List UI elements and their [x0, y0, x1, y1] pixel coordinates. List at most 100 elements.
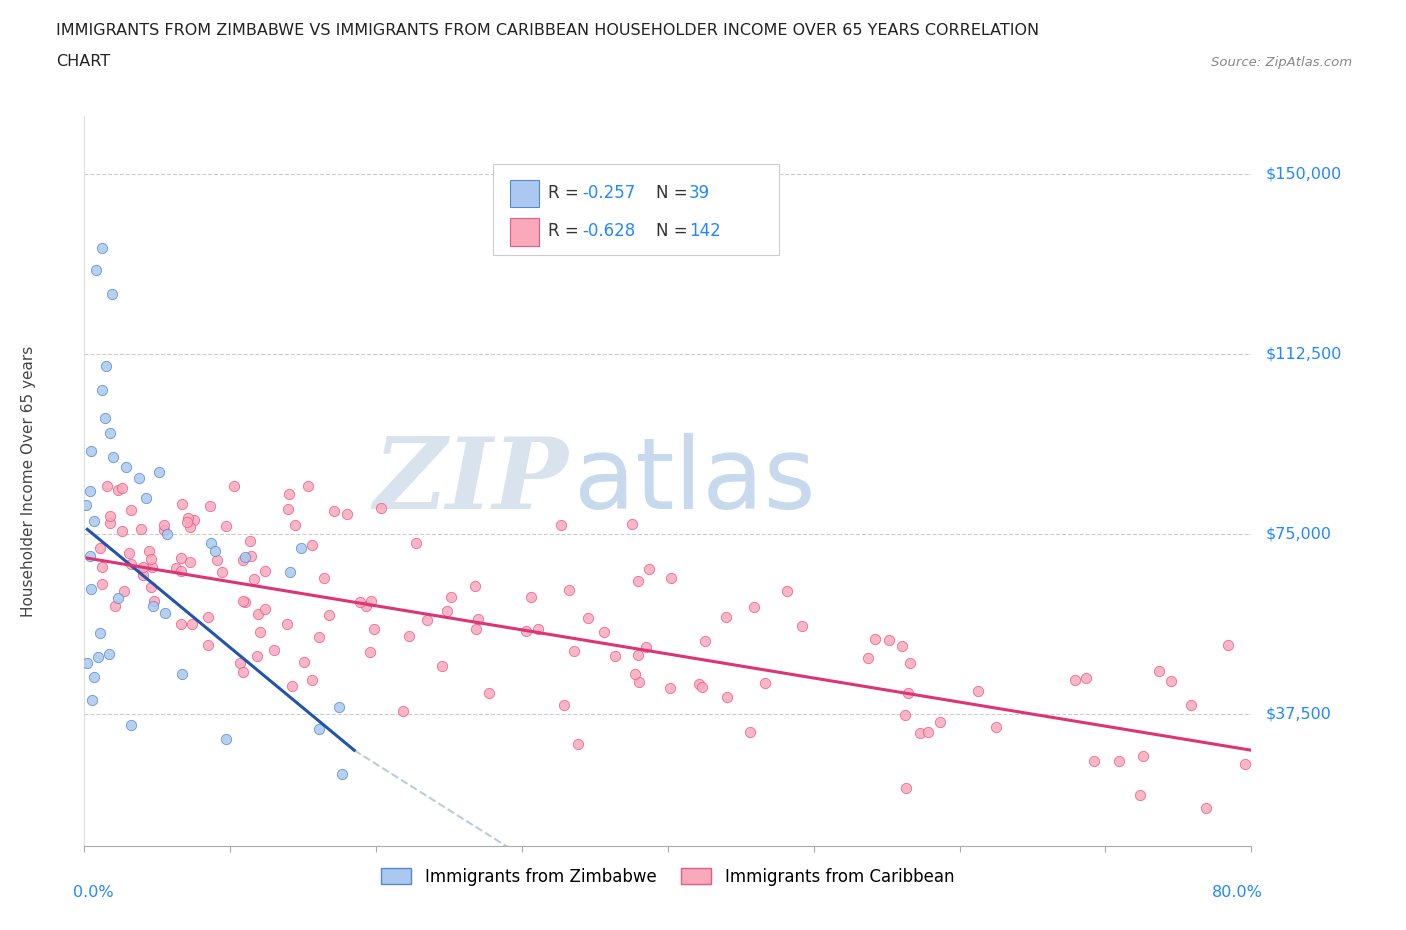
Point [242, 571, 264, 586]
Point [716, 689, 738, 704]
Point [898, 656, 921, 671]
Point [233, 594, 256, 609]
Point [515, 624, 537, 639]
Point [263, 643, 285, 658]
Point [1074, 671, 1097, 685]
FancyBboxPatch shape [494, 164, 779, 255]
Point [96, 479, 118, 494]
Point [143, 593, 166, 608]
Bar [510, 179, 540, 207]
Text: R =: R = [548, 222, 583, 240]
Point [290, 540, 312, 555]
Point [94, 359, 117, 374]
Point [180, 617, 202, 631]
Point [142, 599, 165, 614]
Point [104, 598, 127, 613]
Point [98, 509, 121, 524]
Point [128, 471, 150, 485]
Text: $75,000: $75,000 [1265, 526, 1331, 541]
Point [897, 685, 920, 700]
Text: CHART: CHART [56, 54, 110, 69]
Point [478, 685, 501, 700]
Point [690, 680, 713, 695]
Point [111, 481, 134, 496]
Point [1147, 664, 1170, 679]
Point [360, 593, 382, 608]
Point [877, 632, 900, 647]
Point [297, 479, 319, 494]
Point [235, 550, 257, 565]
Point [1129, 788, 1152, 803]
Point [336, 506, 359, 521]
Point [141, 559, 163, 574]
Point [91, 241, 114, 256]
Point [139, 551, 162, 566]
Point [894, 780, 917, 795]
Point [658, 680, 681, 695]
Point [754, 675, 776, 690]
Point [621, 516, 644, 531]
Point [97, 646, 120, 661]
Point [246, 649, 269, 664]
Point [253, 602, 276, 617]
Point [688, 676, 710, 691]
Point [659, 570, 682, 585]
Point [856, 650, 879, 665]
Point [693, 633, 716, 648]
Point [576, 610, 599, 625]
Point [562, 644, 585, 658]
Point [284, 518, 307, 533]
Point [155, 605, 177, 620]
Point [204, 544, 226, 559]
Point [177, 511, 200, 525]
Point [1216, 638, 1239, 653]
Point [1064, 673, 1087, 688]
Point [205, 552, 228, 567]
Point [222, 479, 245, 494]
Point [301, 673, 323, 688]
Point [120, 557, 142, 572]
Point [90, 560, 112, 575]
Point [76, 656, 98, 671]
Point [135, 490, 157, 505]
Point [634, 640, 657, 655]
Text: $150,000: $150,000 [1265, 166, 1341, 181]
Point [176, 515, 198, 530]
Point [172, 667, 194, 682]
Point [440, 590, 463, 604]
Point [89, 626, 111, 641]
Text: N =: N = [657, 184, 693, 202]
Point [215, 732, 238, 747]
Point [211, 565, 233, 579]
Point [527, 622, 550, 637]
Point [467, 611, 489, 626]
Point [101, 450, 124, 465]
Point [83, 513, 105, 528]
Point [111, 524, 134, 538]
Point [139, 579, 162, 594]
Point [120, 717, 142, 732]
Point [179, 520, 201, 535]
Point [114, 460, 136, 475]
Text: Source: ZipAtlas.com: Source: ZipAtlas.com [1212, 56, 1353, 69]
Point [557, 582, 579, 597]
Point [249, 624, 271, 639]
Text: atlas: atlas [575, 432, 815, 530]
Point [893, 707, 915, 722]
Point [416, 612, 439, 627]
Point [79, 483, 101, 498]
Point [232, 553, 254, 568]
Point [1108, 753, 1130, 768]
Point [1160, 673, 1182, 688]
Point [183, 512, 205, 527]
Text: Householder Income Over 65 years: Householder Income Over 65 years [21, 346, 35, 617]
Bar [510, 219, 540, 246]
Point [197, 638, 219, 653]
Point [1234, 756, 1257, 771]
Point [744, 600, 766, 615]
Point [156, 526, 179, 541]
Point [172, 496, 194, 511]
Point [232, 594, 254, 609]
Point [75, 498, 97, 513]
Point [464, 578, 486, 593]
